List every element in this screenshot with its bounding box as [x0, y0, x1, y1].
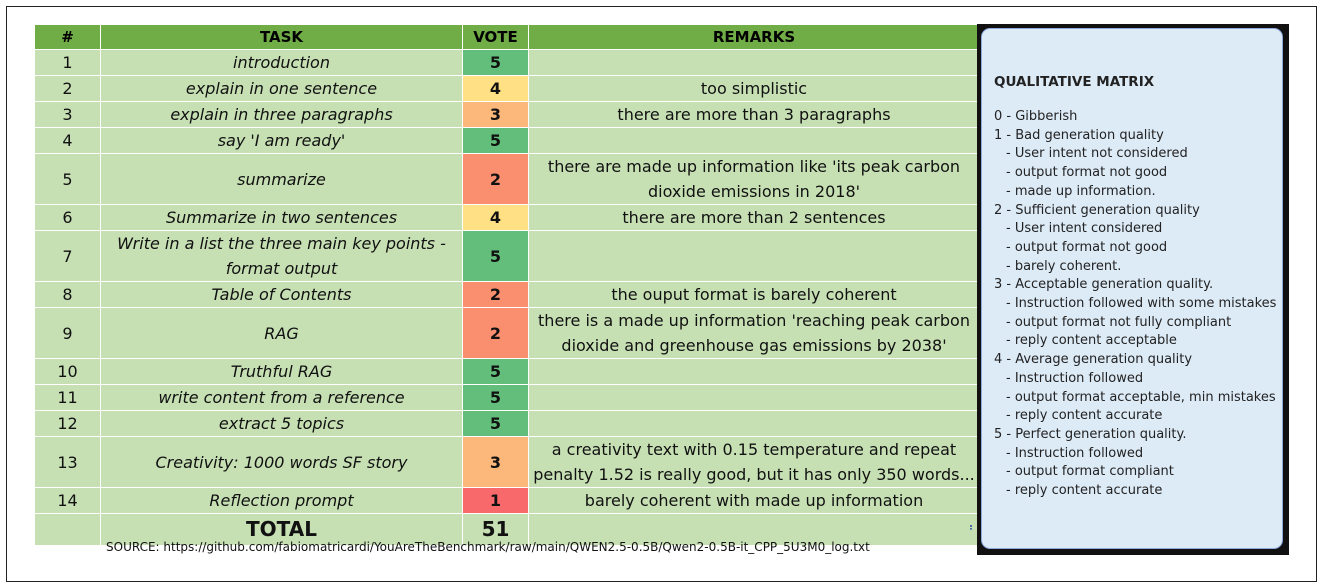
- row-vote: 4: [463, 76, 528, 101]
- row-number: 4: [35, 128, 100, 153]
- row-vote: 3: [463, 102, 528, 127]
- matrix-criterion: - reply content accurate: [1006, 483, 1163, 499]
- row-task: summarize: [101, 154, 462, 204]
- matrix-criterion: - made up information.: [1006, 183, 1156, 199]
- header-remarks: REMARKS: [529, 25, 979, 49]
- row-vote: 4: [463, 205, 528, 230]
- row-number: 3: [35, 102, 100, 127]
- matrix-criterion: - Instruction followed with some mistake…: [1006, 296, 1277, 312]
- row-number: 8: [35, 282, 100, 307]
- cell-resize-handle: [970, 525, 977, 530]
- row-number: 2: [35, 76, 100, 101]
- row-task: extract 5 topics: [101, 411, 462, 436]
- row-vote: 3: [463, 437, 528, 487]
- row-remarks: the ouput format is barely coherent: [529, 282, 979, 307]
- matrix-criterion: - output format not fully compliant: [1006, 314, 1232, 330]
- row-remarks: [529, 411, 979, 436]
- matrix-criterion: - User intent considered: [1006, 221, 1163, 237]
- row-number: 6: [35, 205, 100, 230]
- total-empty-cell: [529, 514, 979, 545]
- row-vote: 1: [463, 488, 528, 513]
- row-vote: 5: [463, 385, 528, 410]
- row-task: Creativity: 1000 words SF story: [101, 437, 462, 487]
- source-note: SOURCE: https://github.com/fabiomatricar…: [106, 540, 870, 554]
- row-remarks: [529, 385, 979, 410]
- benchmark-table: # TASK VOTE REMARKS 1 introduction 5 2 expla…: [35, 25, 979, 545]
- row-number: 10: [35, 359, 100, 384]
- row-remarks: [529, 359, 979, 384]
- header-vote: VOTE: [463, 25, 528, 49]
- matrix-level: 0 - Gibberish: [994, 109, 1078, 124]
- row-task: Summarize in two sentences: [101, 205, 462, 230]
- row-number: 9: [35, 308, 100, 358]
- header-task: TASK: [101, 25, 462, 49]
- row-vote: 5: [463, 50, 528, 75]
- qualitative-matrix-box: QUALITATIVE MATRIX 0 - Gibberish 1 - Bad …: [977, 24, 1289, 555]
- row-task: introduction: [101, 50, 462, 75]
- row-task: Table of Contents: [101, 282, 462, 307]
- matrix-criterion: - output format not good: [1006, 165, 1168, 181]
- row-remarks: there are more than 3 paragraphs: [529, 102, 979, 127]
- total-value: 51: [463, 514, 528, 545]
- row-task: explain in three paragraphs: [101, 102, 462, 127]
- row-vote: 5: [463, 128, 528, 153]
- matrix-criterion: - reply content accurate: [1006, 408, 1163, 424]
- row-task: RAG: [101, 308, 462, 358]
- matrix-criterion: - output format acceptable, min mistakes: [1006, 389, 1276, 405]
- matrix-criterion: - output format not good: [1006, 239, 1168, 255]
- row-remarks: [529, 50, 979, 75]
- qualitative-matrix-panel: QUALITATIVE MATRIX 0 - Gibberish 1 - Bad …: [981, 28, 1283, 549]
- row-remarks: a creativity text with 0.15 temperature …: [529, 437, 979, 487]
- matrix-criterion: - Instruction followed: [1006, 445, 1144, 461]
- row-vote: 2: [463, 282, 528, 307]
- matrix-criterion: - reply content acceptable: [1006, 333, 1177, 349]
- row-number: 13: [35, 437, 100, 487]
- row-task: Reflection prompt: [101, 488, 462, 513]
- row-task: explain in one sentence: [101, 76, 462, 101]
- row-number: 12: [35, 411, 100, 436]
- matrix-level: 3 - Acceptable generation quality.: [994, 277, 1214, 293]
- matrix-criterion: - Instruction followed: [1006, 370, 1144, 386]
- row-task: say 'I am ready': [101, 128, 462, 153]
- row-task: write content from a reference: [101, 385, 462, 410]
- matrix-level: 5 - Perfect generation quality.: [994, 426, 1187, 442]
- header-number: #: [35, 25, 100, 49]
- row-number: 11: [35, 385, 100, 410]
- matrix-criterion: - output format compliant: [1006, 464, 1174, 480]
- row-number: 7: [35, 231, 100, 281]
- row-remarks: [529, 231, 979, 281]
- matrix-criterion: - barely coherent.: [1006, 258, 1122, 274]
- matrix-title: QUALITATIVE MATRIX: [994, 74, 1155, 90]
- row-remarks: there is a made up information 'reaching…: [529, 308, 979, 358]
- row-remarks: too simplistic: [529, 76, 979, 101]
- row-vote: 5: [463, 231, 528, 281]
- matrix-level: 4 - Average generation quality: [994, 352, 1193, 368]
- row-remarks: there are made up information like 'its …: [529, 154, 979, 204]
- row-vote: 5: [463, 411, 528, 436]
- row-task: Write in a list the three main key point…: [101, 231, 462, 281]
- matrix-criterion: - User intent not considered: [1006, 146, 1188, 162]
- row-vote: 2: [463, 308, 528, 358]
- row-number: 14: [35, 488, 100, 513]
- row-remarks: [529, 128, 979, 153]
- row-remarks: there are more than 2 sentences: [529, 205, 979, 230]
- matrix-level: 1 - Bad generation quality: [994, 127, 1164, 143]
- total-empty-cell: [35, 514, 100, 545]
- row-task: Truthful RAG: [101, 359, 462, 384]
- row-remarks: barely coherent with made up information: [529, 488, 979, 513]
- row-vote: 2: [463, 154, 528, 204]
- total-label: TOTAL: [101, 514, 462, 545]
- row-number: 1: [35, 50, 100, 75]
- row-number: 5: [35, 154, 100, 204]
- matrix-level: 2 - Sufficient generation quality: [994, 202, 1200, 218]
- row-vote: 5: [463, 359, 528, 384]
